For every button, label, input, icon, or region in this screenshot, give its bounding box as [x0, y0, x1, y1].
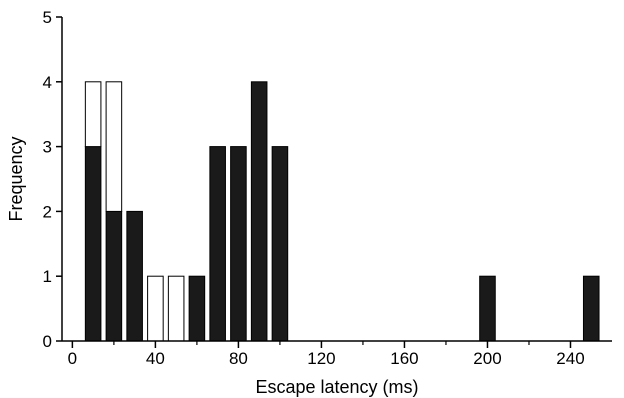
- bar-filled-30: [126, 210, 143, 342]
- y-axis-label: Frequency: [6, 136, 26, 221]
- x-tick-label-160: 160: [390, 349, 418, 368]
- bar-filled-90: [250, 81, 268, 342]
- y-tick-label-5: 5: [43, 8, 52, 27]
- x-tick-label-240: 240: [556, 349, 584, 368]
- bar-filled-60: [188, 275, 206, 342]
- bar-filled-100: [271, 146, 289, 342]
- y-tick-label-0: 0: [43, 332, 52, 351]
- x-tick-label-80: 80: [229, 349, 248, 368]
- x-tick-label-200: 200: [473, 349, 501, 368]
- y-tick-label-3: 3: [43, 138, 52, 157]
- bar-filled-200: [479, 275, 496, 342]
- bar-open-40: [147, 275, 164, 342]
- bar-filled-10: [84, 146, 102, 342]
- x-axis-label: Escape latency (ms): [255, 377, 418, 397]
- y-tick-label-1: 1: [43, 267, 52, 286]
- x-tick-label-40: 40: [146, 349, 165, 368]
- bar-open-10: [84, 81, 102, 148]
- bar-filled-80: [230, 146, 247, 342]
- y-tick-label-4: 4: [43, 73, 52, 92]
- x-tick-label-120: 120: [307, 349, 335, 368]
- ticks-group: 0 1 2 3 4 5 0 40 80 120 160 200 240: [43, 8, 585, 368]
- bar-open-50: [167, 275, 185, 342]
- x-tick-label-0: 0: [68, 349, 77, 368]
- bar-filled-70: [209, 146, 226, 342]
- axes-group: [61, 17, 612, 342]
- bar-filled-20: [105, 210, 123, 342]
- bars-group: [84, 81, 600, 342]
- y-tick-label-2: 2: [43, 202, 52, 221]
- bar-open-20: [105, 81, 123, 212]
- bar-filled-250: [582, 275, 600, 342]
